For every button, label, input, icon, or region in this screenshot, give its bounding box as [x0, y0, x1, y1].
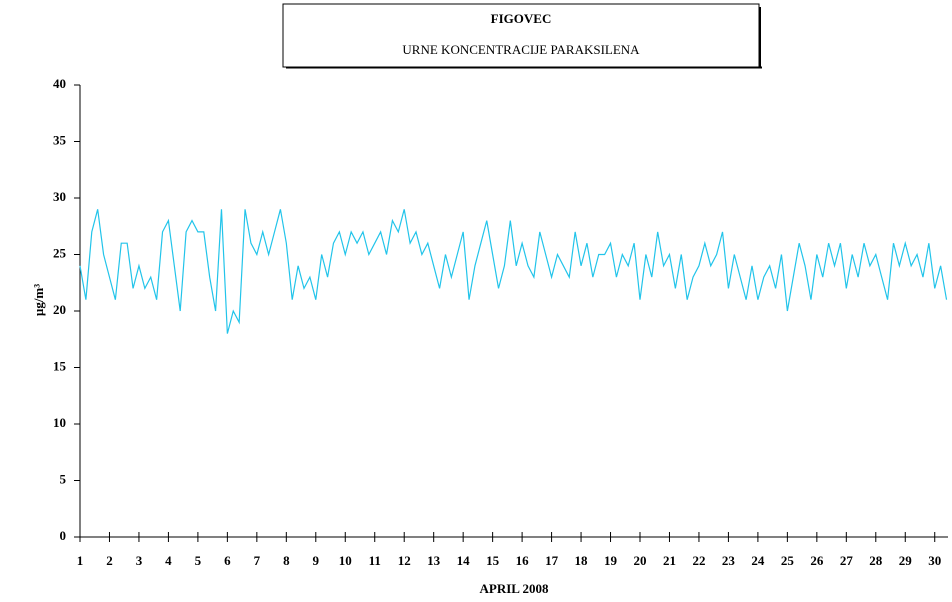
x-tick-label: 27 [840, 553, 854, 568]
x-tick-label: 14 [457, 553, 471, 568]
x-tick-label: 6 [224, 553, 231, 568]
y-tick-label: 5 [60, 471, 67, 486]
x-tick-label: 15 [486, 553, 500, 568]
data-line [79, 209, 948, 334]
y-tick-label: 40 [53, 76, 66, 91]
x-tick-label: 25 [781, 553, 795, 568]
y-tick-label: 0 [60, 528, 67, 543]
y-tick-label: 15 [53, 358, 67, 373]
x-tick-label: 23 [722, 553, 736, 568]
x-tick-label: 4 [165, 553, 172, 568]
x-tick-label: 11 [369, 553, 381, 568]
y-tick-label: 25 [53, 245, 67, 260]
x-tick-label: 18 [575, 553, 589, 568]
y-tick-label: 10 [53, 415, 66, 430]
y-tick-label: 30 [53, 189, 66, 204]
x-tick-label: 16 [516, 553, 530, 568]
y-tick-label: 35 [53, 132, 67, 147]
x-tick-label: 26 [810, 553, 824, 568]
x-tick-label: 8 [283, 553, 290, 568]
x-tick-label: 24 [751, 553, 765, 568]
y-axis-label: µg/m³ [31, 284, 46, 316]
x-tick-label: 29 [899, 553, 913, 568]
x-tick-label: 19 [604, 553, 618, 568]
x-tick-label: 3 [136, 553, 143, 568]
x-tick-label: 12 [398, 553, 411, 568]
chart-subtitle: URNE KONCENTRACIJE PARAKSILENA [402, 42, 640, 57]
x-tick-label: 9 [313, 553, 320, 568]
x-tick-label: 20 [634, 553, 647, 568]
y-tick-label: 20 [53, 302, 66, 317]
chart-title: FIGOVEC [491, 11, 552, 26]
x-axis-label: APRIL 2008 [480, 581, 549, 596]
x-tick-label: 5 [195, 553, 202, 568]
x-tick-label: 22 [692, 553, 705, 568]
x-tick-label: 1 [77, 553, 84, 568]
x-tick-label: 17 [545, 553, 559, 568]
x-tick-label: 21 [663, 553, 676, 568]
x-tick-label: 28 [869, 553, 883, 568]
x-tick-label: 2 [106, 553, 113, 568]
x-tick-label: 10 [339, 553, 352, 568]
x-tick-label: 30 [928, 553, 941, 568]
x-tick-label: 13 [427, 553, 441, 568]
x-tick-label: 7 [254, 553, 261, 568]
title-box [282, 3, 760, 68]
